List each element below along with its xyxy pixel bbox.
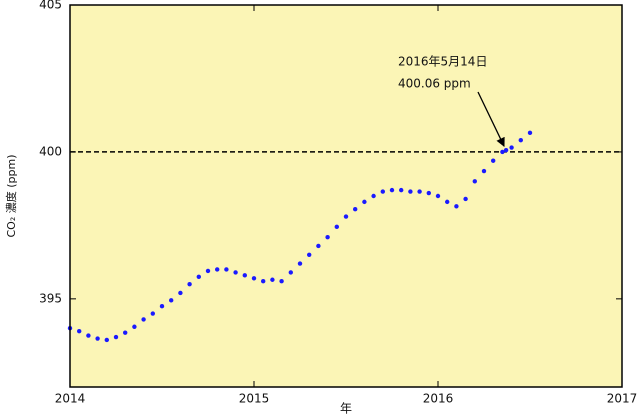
point bbox=[445, 199, 450, 205]
point bbox=[353, 207, 358, 212]
point bbox=[307, 252, 312, 257]
point bbox=[527, 130, 533, 136]
x-axis-label: 年 bbox=[340, 402, 352, 416]
point bbox=[95, 336, 100, 341]
point bbox=[104, 337, 110, 343]
point bbox=[435, 193, 441, 199]
point bbox=[503, 147, 509, 153]
x-tick-label: 2014 bbox=[55, 392, 86, 406]
point bbox=[279, 279, 284, 284]
y-tick-label: 395 bbox=[39, 291, 62, 305]
point bbox=[215, 267, 220, 272]
point bbox=[454, 204, 459, 209]
point bbox=[362, 199, 367, 205]
point bbox=[251, 276, 257, 281]
point bbox=[481, 168, 487, 174]
point bbox=[371, 193, 376, 199]
point bbox=[187, 281, 192, 287]
point bbox=[509, 145, 514, 150]
point bbox=[389, 187, 395, 193]
point bbox=[261, 279, 266, 284]
point bbox=[270, 277, 275, 282]
point bbox=[316, 243, 321, 249]
point bbox=[150, 311, 155, 316]
point bbox=[325, 234, 330, 240]
y-tick-label: 400 bbox=[39, 144, 62, 158]
point bbox=[205, 268, 211, 274]
point bbox=[408, 189, 413, 194]
point bbox=[123, 330, 128, 335]
point bbox=[77, 328, 82, 334]
point bbox=[518, 137, 523, 143]
point bbox=[380, 189, 385, 194]
point bbox=[159, 303, 165, 309]
x-tick-label: 2015 bbox=[239, 392, 270, 406]
point bbox=[399, 187, 404, 193]
y-tick-label: 405 bbox=[39, 0, 62, 12]
point bbox=[491, 158, 496, 163]
annotation-arrow bbox=[477, 91, 505, 147]
plot-area bbox=[70, 5, 622, 387]
point bbox=[233, 270, 238, 275]
point bbox=[500, 149, 505, 155]
point bbox=[141, 317, 146, 322]
annotation-text: 400.06 ppm bbox=[398, 77, 471, 91]
x-tick-label: 2016 bbox=[423, 392, 454, 406]
x-tick-label: 2017 bbox=[607, 392, 638, 406]
point bbox=[426, 190, 431, 196]
point bbox=[417, 189, 422, 194]
point bbox=[113, 334, 119, 340]
point bbox=[224, 267, 229, 272]
point bbox=[288, 270, 293, 275]
point bbox=[132, 324, 137, 329]
point bbox=[242, 273, 247, 278]
point bbox=[343, 214, 349, 219]
point bbox=[472, 179, 477, 184]
point bbox=[463, 196, 468, 202]
point bbox=[196, 274, 201, 280]
point bbox=[297, 261, 303, 266]
point bbox=[169, 298, 174, 303]
y-axis-label: CO₂ 濃度 (ppm) bbox=[4, 154, 18, 237]
point bbox=[178, 290, 183, 296]
annotation-text: 2016年5月14日 bbox=[398, 55, 487, 69]
point bbox=[334, 224, 339, 230]
plot-frame bbox=[69, 4, 623, 388]
point bbox=[86, 333, 91, 338]
